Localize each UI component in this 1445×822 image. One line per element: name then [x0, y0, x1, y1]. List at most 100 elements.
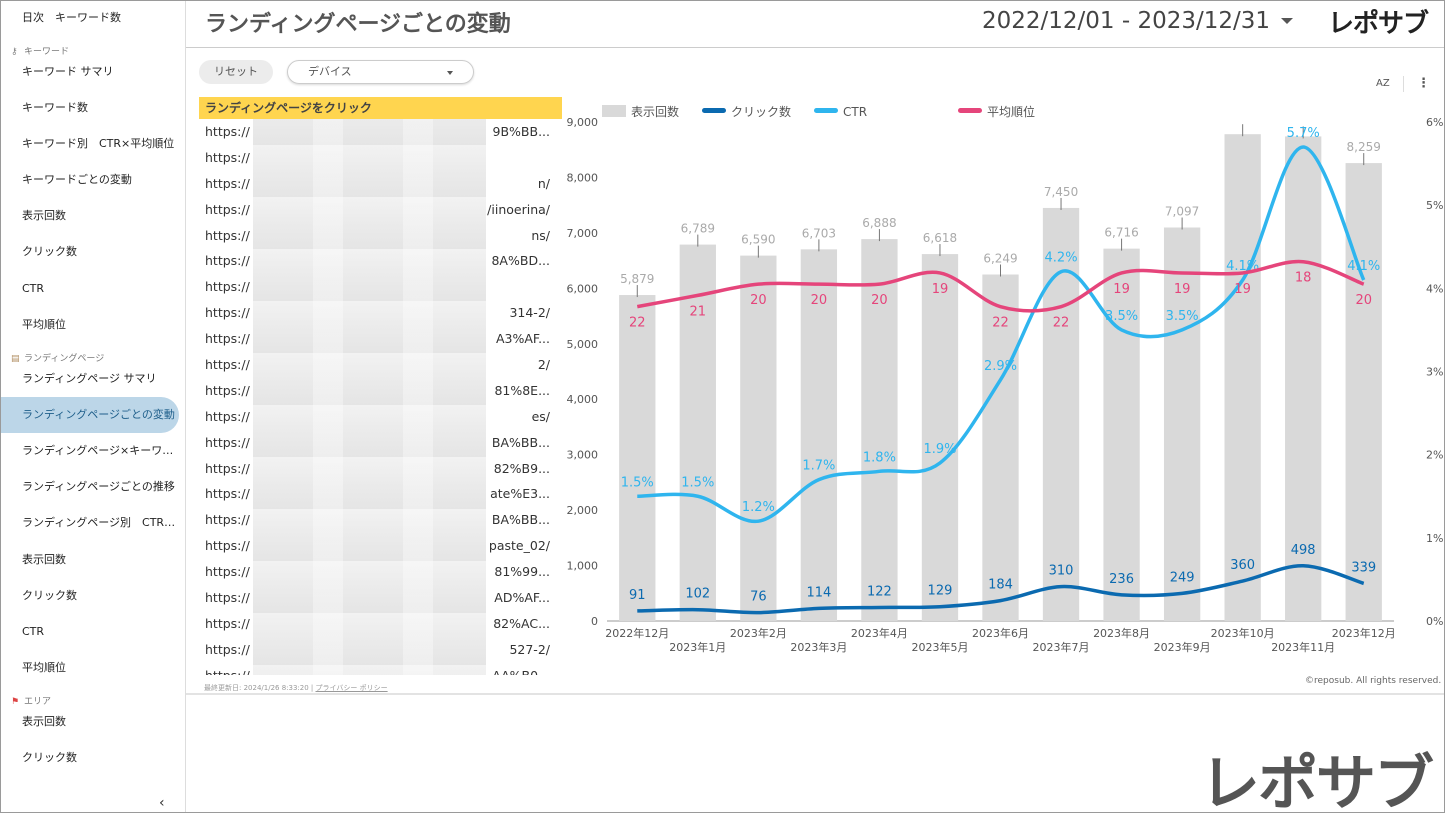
y-left-tick-label: 5,000 — [567, 338, 599, 351]
footer-separator: | — [310, 684, 314, 692]
sidebar-item-19[interactable]: 平均順位 — [22, 661, 66, 674]
clicks-data-label: 236 — [1109, 572, 1134, 587]
date-range-dropdown-icon[interactable] — [1281, 18, 1293, 24]
sidebar-item-12[interactable]: ランディングページごとの変動 — [1, 397, 179, 433]
landing-page-row[interactable]: https:// 82%AC... — [199, 611, 562, 637]
landing-page-row[interactable]: https:// — [199, 274, 562, 300]
landing-page-row[interactable]: https:// 2/ — [199, 352, 562, 378]
device-filter-label: デバイス — [308, 65, 352, 78]
url-prefix: https:// — [205, 279, 250, 295]
footer-meta: 最終更新日: 2024/1/26 8:33:20 | プライバシー ポリシー — [204, 683, 388, 693]
reset-button[interactable]: リセット — [199, 60, 273, 84]
landing-page-row[interactable]: https:// paste_02/ — [199, 533, 562, 559]
landing-page-row[interactable]: https:// 8A%BD... — [199, 248, 562, 274]
position-data-label: 20 — [811, 293, 828, 308]
sidebar-item-4[interactable]: キーワード別 CTR×平均順位 — [22, 137, 175, 150]
collapse-sidebar-icon[interactable]: ‹ — [159, 795, 165, 811]
position-data-label: 19 — [932, 282, 949, 297]
impressions-data-label: 6,789 — [681, 222, 715, 236]
landing-page-row[interactable]: https:// AA%B0... — [199, 663, 562, 675]
url-prefix: https:// — [205, 408, 250, 424]
url-prefix: https:// — [205, 227, 250, 243]
sidebar-item-21[interactable]: 表示回数 — [22, 715, 66, 728]
sidebar-item-0[interactable]: 日次 キーワード数 — [22, 11, 121, 24]
clicks-data-label: 129 — [928, 584, 953, 599]
last-updated-text: 最終更新日: 2024/1/26 8:33:20 — [204, 684, 309, 692]
sidebar-item-16[interactable]: 表示回数 — [22, 553, 66, 566]
landing-page-row[interactable]: https:// A3%AF... — [199, 326, 562, 352]
clicks-data-label: 360 — [1230, 558, 1255, 573]
impressions-bar — [619, 295, 656, 621]
landing-page-row[interactable]: https:// ate%E3... — [199, 481, 562, 507]
date-range-picker[interactable]: 2022/12/01 - 2023/12/31 — [982, 8, 1271, 34]
impressions-bar — [1345, 163, 1382, 621]
landing-page-trend-chart: 表示回数 クリック数 CTR 平均順位 0 1,000 2,000 3,000 4,000 5,0… — [567, 104, 1444, 654]
page-title: ランディングページごとの変動 — [205, 12, 511, 37]
sidebar-item-13[interactable]: ランディングページ×キーワード — [22, 444, 179, 457]
url-prefix: https:// — [205, 149, 250, 165]
sidebar-item-18[interactable]: CTR — [22, 625, 45, 638]
landing-page-row[interactable]: https:// 81%99... — [199, 559, 562, 585]
y-left-tick-label: 9,000 — [567, 116, 599, 129]
sidebar-item-6[interactable]: 表示回数 — [22, 209, 66, 222]
sidebar-item-2[interactable]: キーワード サマリ — [22, 65, 114, 78]
url-prefix: https:// — [205, 331, 250, 347]
sidebar-item-15[interactable]: ランディングページ別 CTR×平均順位 — [22, 516, 179, 529]
landing-page-list-header[interactable]: ランディングページをクリック — [199, 97, 562, 119]
legend-label: CTR — [843, 105, 867, 119]
url-suffix: 2/ — [537, 357, 550, 373]
flag-icon: ⚑ — [11, 697, 20, 707]
landing-page-row[interactable]: https:// 9B%BB... — [199, 119, 562, 145]
sidebar-item-8[interactable]: CTR — [22, 282, 45, 295]
device-filter-select[interactable]: デバイス — [287, 60, 474, 84]
x-tick-label: 2023年11月 — [1271, 640, 1335, 654]
impressions-bar — [1163, 227, 1201, 621]
y-right-tick-label: 3% — [1426, 366, 1443, 379]
position-data-label: 19 — [1234, 282, 1251, 297]
landing-page-row[interactable]: https:// 82%B9... — [199, 456, 562, 482]
sort-az-icon[interactable]: AZ — [1376, 78, 1390, 89]
sidebar-section-label: ランディングページ — [24, 354, 105, 364]
url-suffix: ate%E3... — [490, 486, 550, 502]
url-prefix: https:// — [205, 357, 250, 373]
privacy-policy-link[interactable]: プライバシー ポリシー — [315, 684, 388, 692]
url-prefix: https:// — [205, 512, 250, 528]
landing-page-row[interactable]: https:// BA%BB... — [199, 430, 562, 456]
x-tick-label: 2022年12月 — [605, 626, 669, 640]
position-data-label: 21 — [690, 304, 707, 319]
url-suffix: 82%B9... — [493, 460, 550, 476]
y-right-tick-label: 1% — [1426, 532, 1443, 545]
impressions-bar — [1285, 136, 1322, 621]
x-tick-label: 2023年6月 — [972, 626, 1029, 640]
sidebar-item-17[interactable]: クリック数 — [22, 589, 77, 602]
landing-page-row[interactable]: https:// /iinoerina/ — [199, 197, 562, 223]
url-suffix: ns/ — [531, 227, 550, 243]
landing-page-row[interactable]: https:// n/ — [199, 171, 562, 197]
sidebar-item-14[interactable]: ランディングページごとの推移 — [22, 480, 175, 493]
url-prefix: https:// — [205, 382, 250, 398]
clicks-data-label: 184 — [988, 578, 1013, 593]
sidebar-item-11[interactable]: ランディングページ サマリ — [22, 372, 157, 385]
sidebar-item-9[interactable]: 平均順位 — [22, 318, 66, 331]
landing-page-row[interactable]: https:// — [199, 145, 562, 171]
url-prefix: https:// — [205, 460, 250, 476]
impressions-data-label: 6,590 — [741, 233, 775, 247]
landing-page-row[interactable]: https:// 527-2/ — [199, 637, 562, 663]
landing-page-row[interactable]: https:// es/ — [199, 404, 562, 430]
sidebar-section-10: ▤ ランディングページ — [11, 352, 104, 366]
landing-page-row[interactable]: https:// 314-2/ — [199, 300, 562, 326]
sidebar-item-3[interactable]: キーワード数 — [22, 101, 88, 114]
legend-swatch — [602, 105, 626, 117]
landing-page-row[interactable]: https:// AD%AF... — [199, 585, 562, 611]
x-tick-label: 2023年7月 — [1033, 640, 1090, 654]
y-left-tick-label: 4,000 — [567, 393, 599, 406]
sidebar-item-5[interactable]: キーワードごとの変動 — [22, 173, 132, 186]
landing-page-row[interactable]: https:// 81%8E... — [199, 378, 562, 404]
sidebar-item-22[interactable]: クリック数 — [22, 751, 77, 764]
url-prefix: https:// — [205, 253, 250, 269]
landing-page-row[interactable]: https:// BA%BB... — [199, 507, 562, 533]
sidebar-item-7[interactable]: クリック数 — [22, 245, 77, 258]
impressions-bar — [740, 255, 777, 622]
more-options-icon[interactable]: ⋮ — [1417, 76, 1430, 91]
landing-page-row[interactable]: https:// ns/ — [199, 223, 562, 249]
